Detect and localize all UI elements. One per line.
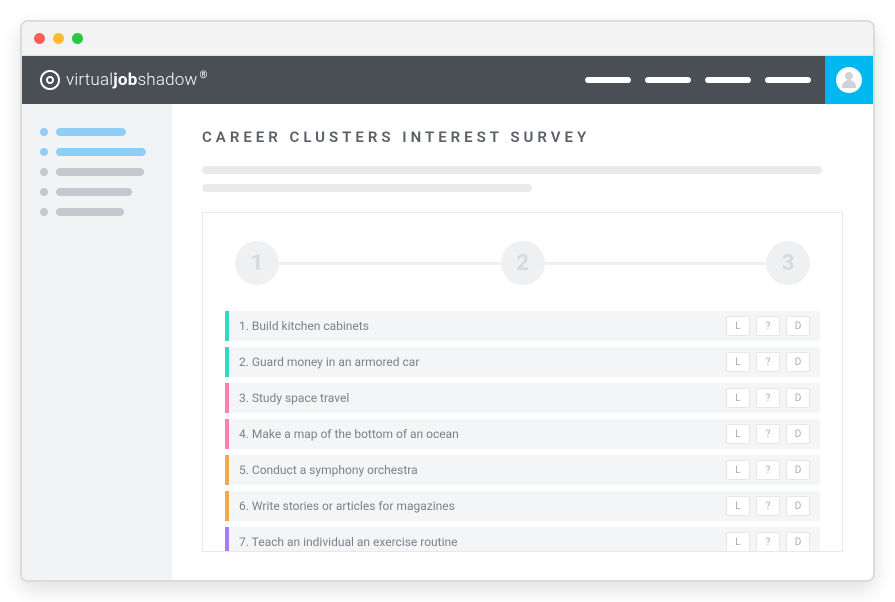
step-connector	[545, 262, 767, 265]
bullet-icon	[40, 148, 48, 156]
step-indicator: 2	[501, 241, 545, 285]
step-indicator: 1	[235, 241, 279, 285]
sidebar-item-label	[56, 168, 144, 176]
brand-logo-icon	[40, 70, 60, 90]
answer-options: L? D	[726, 532, 820, 552]
step-connector	[279, 262, 501, 265]
question-text: 2. Guard money in an armored car	[229, 355, 726, 369]
app-header: virtualjobshadow®	[22, 56, 873, 104]
placeholder-text	[202, 166, 822, 174]
question-text: 6. Write stories or articles for magazin…	[229, 499, 726, 513]
like-button[interactable]: L	[726, 496, 750, 516]
like-button[interactable]: L	[726, 316, 750, 336]
question-text: 1. Build kitchen cabinets	[229, 319, 726, 333]
dislike-button[interactable]: D	[786, 424, 810, 444]
page-title: CAREER CLUSTERS INTEREST SURVEY	[202, 128, 843, 146]
answer-options: L? D	[726, 352, 820, 372]
like-button[interactable]: L	[726, 352, 750, 372]
sidebar-item[interactable]	[40, 148, 154, 156]
unsure-button[interactable]: ?	[756, 496, 780, 516]
bullet-icon	[40, 208, 48, 216]
app-body: CAREER CLUSTERS INTEREST SURVEY 1 2 3 1. B…	[22, 104, 873, 580]
question-row: 1. Build kitchen cabinetsL? D	[225, 311, 820, 341]
bullet-icon	[40, 188, 48, 196]
brand-logo[interactable]: virtualjobshadow®	[40, 70, 208, 90]
sidebar-item[interactable]	[40, 208, 154, 216]
step-indicator: 3	[766, 241, 810, 285]
sidebar-item-label	[56, 128, 126, 136]
answer-options: L? D	[726, 316, 820, 336]
question-row: 6. Write stories or articles for magazin…	[225, 491, 820, 521]
answer-options: L? D	[726, 496, 820, 516]
survey-card: 123 1. Build kitchen cabinetsL?D2. Guard…	[202, 212, 843, 552]
maximize-icon[interactable]	[72, 33, 83, 44]
unsure-button[interactable]: ?	[756, 388, 780, 408]
sidebar-item-label	[56, 208, 124, 216]
dislike-button[interactable]: D	[786, 496, 810, 516]
question-row: 5. Conduct a symphony orchestraL? D	[225, 455, 820, 485]
dislike-button[interactable]: D	[786, 532, 810, 552]
header-nav-link[interactable]	[765, 77, 811, 83]
unsure-button[interactable]: ?	[756, 460, 780, 480]
sidebar-item[interactable]	[40, 188, 154, 196]
sidebar-item[interactable]	[40, 168, 154, 176]
answer-options: L? D	[726, 460, 820, 480]
dislike-button[interactable]: D	[786, 352, 810, 372]
unsure-button[interactable]: ?	[756, 532, 780, 552]
like-button[interactable]: L	[726, 460, 750, 480]
close-icon[interactable]	[34, 33, 45, 44]
like-button[interactable]: L	[726, 424, 750, 444]
question-text: 4. Make a map of the bottom of an ocean	[229, 427, 726, 441]
like-button[interactable]: L	[726, 532, 750, 552]
header-nav-link[interactable]	[585, 77, 631, 83]
question-text: 5. Conduct a symphony orchestra	[229, 463, 726, 477]
minimize-icon[interactable]	[53, 33, 64, 44]
unsure-button[interactable]: ?	[756, 316, 780, 336]
bullet-icon	[40, 168, 48, 176]
profile-button[interactable]	[825, 56, 873, 104]
answer-options: L? D	[726, 388, 820, 408]
question-text: 7. Teach an individual an exercise routi…	[229, 535, 726, 549]
answer-options: L? D	[726, 424, 820, 444]
main-content: CAREER CLUSTERS INTEREST SURVEY 1 2 3 1. B…	[172, 104, 873, 580]
placeholder-text	[202, 184, 532, 192]
like-button[interactable]: L	[726, 388, 750, 408]
sidebar	[22, 104, 172, 580]
dislike-button[interactable]: D	[786, 460, 810, 480]
question-row: 7. Teach an individual an exercise routi…	[225, 527, 820, 552]
sidebar-item-label	[56, 148, 146, 156]
unsure-button[interactable]: ?	[756, 424, 780, 444]
browser-window: virtualjobshadow® CAREER CLUSTERS INTERE…	[20, 20, 875, 582]
traffic-lights	[34, 33, 83, 44]
header-nav	[585, 77, 811, 83]
question-row: 2. Guard money in an armored carL? D	[225, 347, 820, 377]
question-row: 4. Make a map of the bottom of an oceanL…	[225, 419, 820, 449]
header-nav-link[interactable]	[645, 77, 691, 83]
sidebar-item-label	[56, 188, 132, 196]
sidebar-item[interactable]	[40, 128, 154, 136]
question-row: 3. Study space travelL? D	[225, 383, 820, 413]
dislike-button[interactable]: D	[786, 316, 810, 336]
dislike-button[interactable]: D	[786, 388, 810, 408]
brand-logo-text: virtualjobshadow®	[66, 70, 208, 90]
browser-titlebar	[22, 22, 873, 56]
question-text: 3. Study space travel	[229, 391, 726, 405]
avatar-icon	[836, 67, 862, 93]
bullet-icon	[40, 128, 48, 136]
progress-stepper: 1 2 3	[235, 241, 810, 285]
unsure-button[interactable]: ?	[756, 352, 780, 372]
header-nav-link[interactable]	[705, 77, 751, 83]
